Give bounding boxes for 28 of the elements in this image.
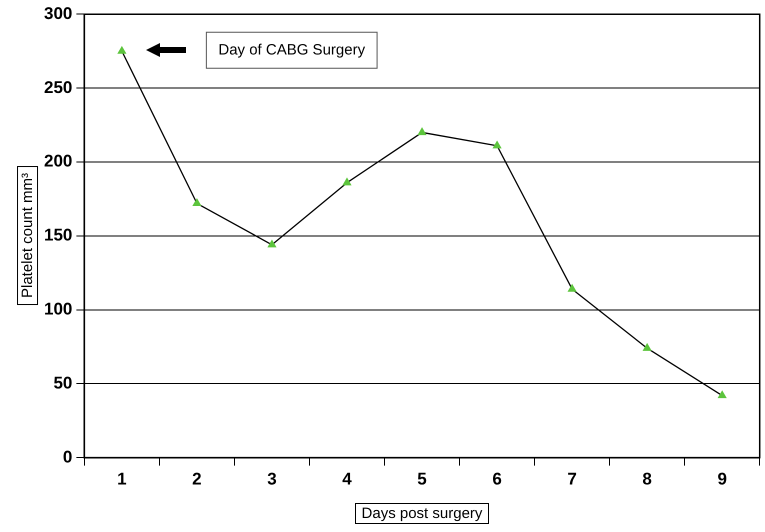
x-axis-title: Days post surgery [354, 503, 490, 524]
y-tick-label: 150 [44, 226, 72, 245]
point [342, 178, 352, 186]
point [718, 390, 726, 398]
point [418, 128, 426, 136]
point [118, 46, 126, 54]
y-tick-label: 250 [44, 78, 72, 97]
y-tick-label: 100 [44, 299, 72, 318]
point [568, 284, 576, 292]
y-tick-label: 200 [44, 152, 72, 171]
x-tick-label: 4 [342, 469, 352, 488]
x-tick-label: 3 [267, 469, 277, 488]
x-tick-label: 1 [117, 469, 127, 488]
y-tick-label: 50 [53, 373, 72, 392]
x-tick-label: 8 [642, 469, 652, 488]
annotation: Day of CABG Surgery [218, 41, 366, 58]
x-tick-label: 6 [492, 469, 502, 488]
x-tick-label: 5 [417, 469, 427, 488]
x-tick-label: 2 [192, 469, 202, 488]
x-tick-label: 9 [717, 469, 727, 488]
point [643, 344, 652, 351]
point [492, 141, 502, 148]
y-axis-title: Platelet count mm³ [16, 166, 38, 306]
x-tick-label: 7 [567, 469, 577, 488]
y-tick-label: 300 [44, 4, 72, 23]
point [268, 240, 276, 248]
y-tick-label: 0 [62, 447, 72, 466]
point [192, 198, 202, 206]
